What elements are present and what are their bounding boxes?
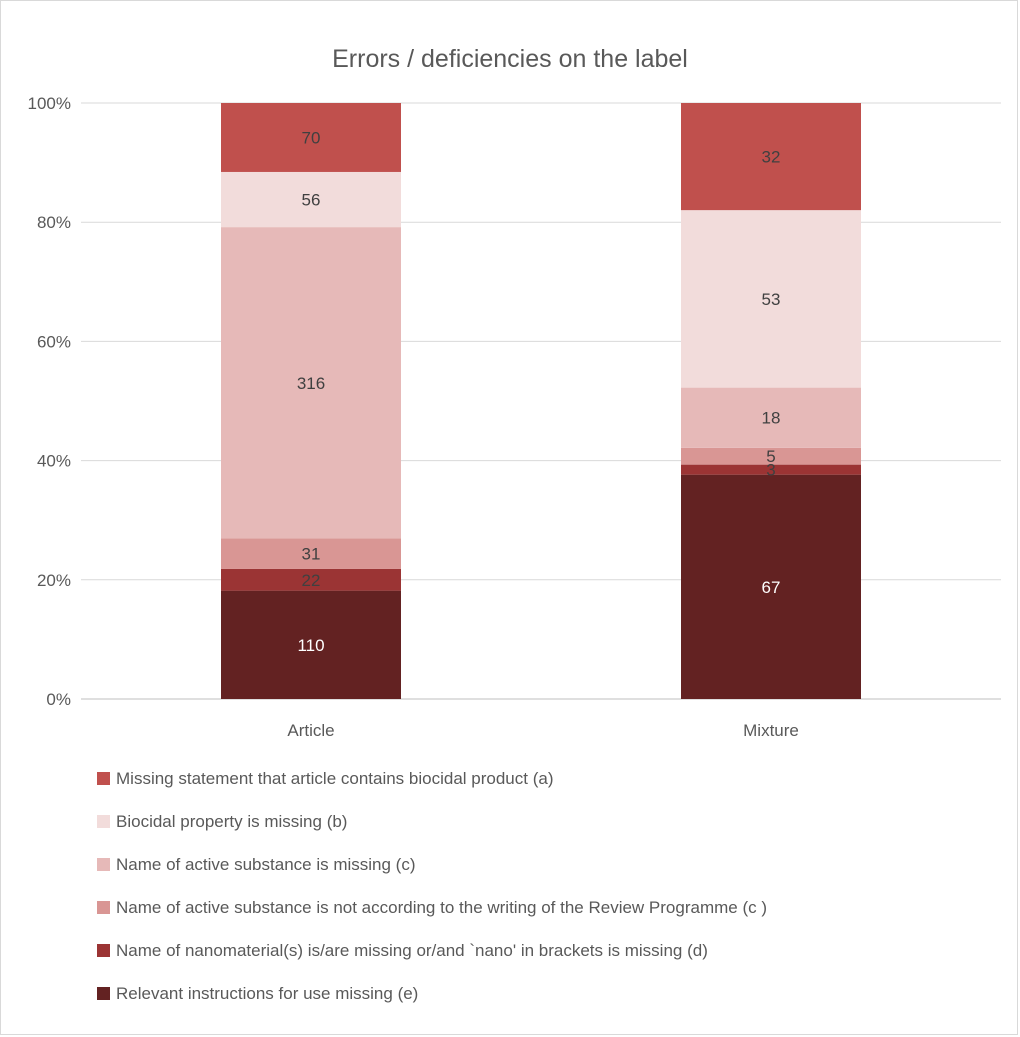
data-label: 110 — [297, 636, 324, 655]
legend-label: Relevant instructions for use missing (e… — [116, 984, 418, 1003]
data-label: 56 — [302, 191, 321, 210]
data-label: 22 — [302, 571, 321, 590]
data-label: 70 — [302, 128, 321, 147]
bar-segment — [681, 464, 861, 475]
bar-segment — [221, 590, 401, 699]
bars — [221, 103, 861, 699]
y-tick-label: 80% — [37, 213, 71, 232]
legend-swatch — [97, 901, 110, 914]
y-tick-label: 40% — [37, 452, 71, 471]
y-tick-label: 20% — [37, 571, 71, 590]
legend-swatch — [97, 858, 110, 871]
data-labels: 110 22 31 316 56 70 67 35 18 53 32 — [297, 128, 781, 654]
data-label: 18 — [762, 409, 781, 428]
bar-segment — [681, 103, 861, 211]
legend-swatch — [97, 944, 110, 957]
data-label: 53 — [762, 290, 781, 309]
bar-segment — [681, 387, 861, 448]
y-tick-label: 60% — [37, 332, 71, 351]
legend-label: Name of nanomaterial(s) is/are missing o… — [116, 941, 708, 960]
chart-title: Errors / deficiencies on the label — [332, 45, 688, 73]
x-tick-label: Mixture — [743, 721, 799, 740]
legend-swatch — [97, 987, 110, 1000]
data-label: 31 — [302, 545, 321, 564]
y-tick-label: 100% — [28, 94, 71, 113]
legend-swatch — [97, 815, 110, 828]
data-label: 67 — [762, 578, 781, 597]
legend-label: Missing statement that article contains … — [116, 769, 553, 788]
bar-segment — [221, 103, 401, 172]
legend: Missing statement that article contains … — [97, 769, 767, 1003]
bar-segment — [221, 568, 401, 591]
legend-label: Biocidal property is missing (b) — [116, 812, 347, 831]
gridlines — [81, 102, 1001, 700]
bar-segment — [221, 538, 401, 569]
bar-segment — [681, 210, 861, 388]
y-axis-ticks: 0% 20% 40% 60% 80% 100% — [28, 94, 71, 709]
bar-segment — [221, 171, 401, 228]
x-axis-ticks: Article Mixture — [287, 721, 798, 740]
bar-segment — [681, 474, 861, 699]
legend-label: Name of active substance is not accordin… — [116, 898, 767, 917]
legend-label: Name of active substance is missing (c) — [116, 855, 416, 874]
data-label: 316 — [297, 374, 325, 393]
data-label: 5 — [766, 447, 775, 466]
bar-segment — [221, 227, 401, 539]
y-tick-label: 0% — [46, 690, 71, 709]
bar-segment — [681, 447, 861, 465]
data-label: 3 — [766, 461, 775, 480]
legend-swatch — [97, 772, 110, 785]
data-label: 32 — [762, 148, 781, 167]
x-tick-label: Article — [287, 721, 334, 740]
